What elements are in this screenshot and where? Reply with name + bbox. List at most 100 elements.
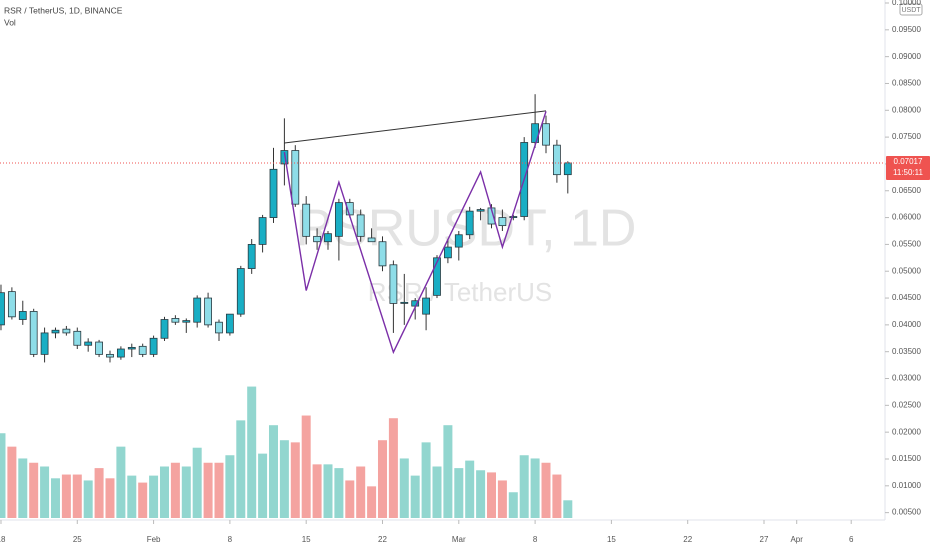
candle-body [378, 241, 387, 267]
last-price-label: 0.07017 [894, 157, 923, 166]
y-tick-label: 0.01500 [892, 454, 921, 463]
volume-bar [258, 453, 268, 518]
candle-body [313, 235, 321, 243]
candle-body [400, 301, 409, 304]
volume-bar [312, 464, 322, 518]
y-tick-label: 0.00500 [892, 508, 921, 517]
y-tick-label: 0.01000 [892, 481, 921, 490]
volume-bar [72, 474, 82, 518]
watermark-name: RSR / TetherUS [368, 277, 552, 307]
candle-body [138, 345, 147, 355]
volume-bar [388, 418, 398, 518]
volume-bar [454, 468, 464, 518]
volume-bar [530, 458, 540, 518]
volume-bar [225, 455, 235, 518]
volume-bar [192, 447, 202, 518]
candle-body [73, 330, 82, 346]
volume-bar [476, 470, 486, 518]
candle-body [7, 291, 16, 318]
candle-body [106, 353, 114, 358]
volume-bar [50, 478, 60, 518]
volume-bar [40, 466, 50, 518]
volume-bar [323, 464, 333, 518]
y-tick-label: 0.06000 [892, 213, 921, 222]
candle-body [542, 123, 550, 146]
volume-bar [410, 475, 420, 518]
volume-bar [279, 440, 289, 518]
y-tick-label: 0.08500 [892, 79, 921, 88]
y-tick-label: 0.09500 [892, 25, 921, 34]
volume-bar [116, 446, 126, 518]
volume-bar [519, 455, 529, 518]
currency-badge[interactable] [899, 3, 923, 16]
candle-body [552, 144, 561, 176]
volume-bar [563, 500, 573, 518]
volume-bar [552, 474, 562, 518]
y-tick-label: 0.05000 [892, 266, 921, 275]
volume-bar [94, 468, 104, 518]
candle-body [563, 162, 572, 176]
volume-bar [508, 492, 518, 518]
candle-body [302, 203, 311, 237]
y-tick-label: 0.04500 [892, 293, 921, 302]
candle-body [62, 328, 71, 334]
currency-label[interactable]: USDT [901, 7, 921, 14]
candle-body [182, 320, 191, 323]
volume-bar [367, 486, 377, 518]
x-tick-label: 25 [73, 535, 82, 544]
candle-body [29, 311, 38, 355]
indicator-label: Vol [4, 17, 16, 27]
x-tick-label: 6 [849, 535, 854, 544]
volume-bar [247, 386, 257, 518]
x-tick-label: 8 [533, 535, 538, 544]
volume-bar [486, 472, 496, 518]
volume-bar [0, 433, 6, 518]
plot [0, 94, 573, 518]
x-tick-label: Apr [790, 535, 803, 544]
volume-bar [465, 460, 475, 518]
volume-bar [7, 446, 17, 518]
candle-body [0, 292, 5, 326]
candle-body [443, 246, 452, 259]
y-tick-label: 0.09000 [892, 52, 921, 61]
x-tick-label: 22 [683, 535, 692, 544]
volume-bar [356, 466, 366, 518]
volume-bar [421, 442, 431, 518]
volume-bar [301, 415, 311, 518]
y-tick-label: 0.06500 [892, 186, 921, 195]
x-tick-label: 22 [378, 535, 387, 544]
volume-bar [170, 462, 180, 518]
y-tick-label: 0.10000 [892, 0, 921, 7]
candle-body [51, 329, 60, 334]
candle-body [160, 319, 169, 339]
trend-line [284, 110, 547, 144]
candle-body [258, 217, 267, 245]
x-tick-label: Feb [147, 535, 161, 544]
x-tick-label: 15 [302, 535, 311, 544]
candle-body [204, 297, 212, 326]
symbol-title: RSR / TetherUS, 1D, BINANCE [4, 5, 123, 15]
volume-bar [149, 475, 159, 518]
volume-bar [181, 466, 191, 518]
volume-bar [290, 442, 300, 518]
candle-body [18, 311, 27, 320]
y-tick-label: 0.02000 [892, 427, 921, 436]
last-price-box [886, 156, 930, 181]
y-tick-label: 0.08000 [892, 105, 921, 114]
candle-body [215, 321, 223, 334]
volume-bar [432, 466, 442, 518]
candle-body [280, 150, 289, 165]
y-tick-label: 0.03000 [892, 374, 921, 383]
volume-bar [334, 468, 344, 518]
candle-body [225, 313, 234, 334]
x-tick-label: Mar [452, 535, 466, 544]
candle-body [247, 244, 256, 269]
candle-body [356, 214, 365, 237]
candle-body [389, 264, 398, 304]
x-tick-label: 27 [760, 535, 769, 544]
candle-body [84, 341, 93, 346]
volume-bar [83, 480, 93, 518]
volume-bar [105, 478, 115, 518]
y-tick-label: 0.04000 [892, 320, 921, 329]
